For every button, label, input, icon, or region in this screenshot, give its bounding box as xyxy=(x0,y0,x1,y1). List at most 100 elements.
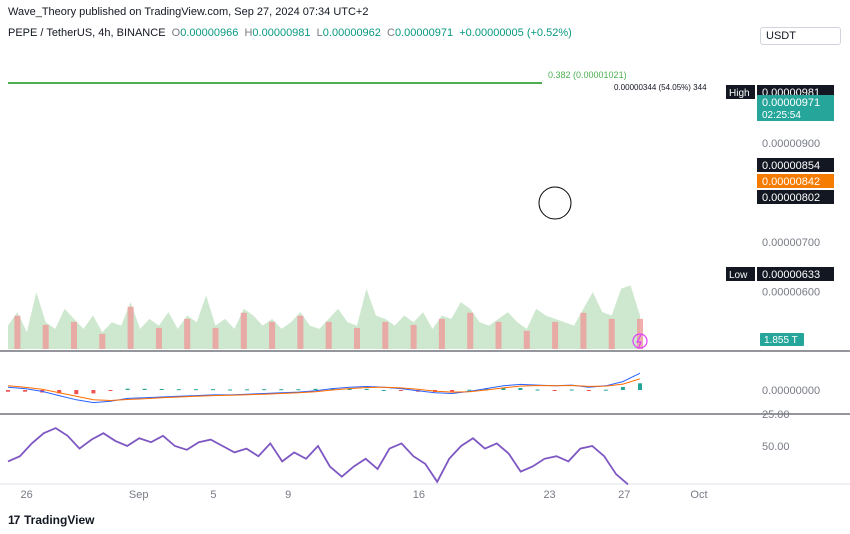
fib-label: 0.382 (0.00001021) xyxy=(548,70,627,80)
macd-histogram-bar xyxy=(603,389,608,391)
circle-annotation xyxy=(538,186,572,220)
low-label: L xyxy=(316,27,323,39)
price-label-box xyxy=(757,267,834,281)
volume-bar-red xyxy=(155,327,162,349)
lightning-icon xyxy=(632,333,648,349)
macd-histogram-bar xyxy=(125,388,130,390)
volume-bar-red xyxy=(354,327,360,349)
rsi-tick-label: 25.00 xyxy=(762,409,790,421)
volume-bar-red xyxy=(382,321,389,349)
price-label-value: 0.00000633 xyxy=(762,269,820,281)
macd-histogram-bar xyxy=(245,389,250,391)
volume-area-green xyxy=(8,285,640,349)
price-label-tag-box xyxy=(726,267,755,281)
macd-histogram-bar xyxy=(501,387,506,390)
price-label-box xyxy=(757,174,834,188)
price-label-tag: High xyxy=(729,88,750,99)
macd-histogram-bar xyxy=(467,389,472,391)
symbol-info: PEPE / TetherUS, 4h, BINANCE O0.00000966… xyxy=(8,27,572,39)
macd-histogram-bar xyxy=(638,383,642,390)
high-label: H xyxy=(244,27,253,39)
volume-bar-red xyxy=(523,330,530,349)
macd-histogram-bar xyxy=(57,390,62,394)
axes: 0.00000000 50.00 25.00 0.00000600 0.00000700… xyxy=(21,138,821,501)
footer-brand: 17 TradingView xyxy=(8,513,94,527)
macd-histogram-bar xyxy=(279,389,284,391)
macd-histogram-bar xyxy=(398,390,403,391)
price-label-box xyxy=(757,95,834,121)
price-label-value: 0.00000842 xyxy=(762,176,820,188)
time-tick-label: Oct xyxy=(690,489,707,501)
publisher-line: Wave_Theory published on TradingView.com… xyxy=(8,6,369,18)
macd-histogram-bar xyxy=(193,389,198,391)
macd-histogram-bar xyxy=(518,388,523,390)
time-tick-label: 27 xyxy=(618,489,630,501)
macd-histogram-bar xyxy=(159,389,164,390)
macd-histogram-bar xyxy=(381,390,386,391)
volume-bar-red xyxy=(325,321,332,349)
currency-select[interactable]: USDT xyxy=(760,27,841,45)
volume-bar-red xyxy=(212,327,219,349)
lightning-icon xyxy=(635,334,642,348)
macd-zero-label: 0.00000000 xyxy=(762,385,820,397)
macd-histogram-bar xyxy=(91,390,96,394)
volume-label-box xyxy=(760,333,804,346)
change-value: +0.00000005 (+0.52%) xyxy=(459,27,572,39)
volume-bar-red xyxy=(42,324,49,349)
volume-bar-red xyxy=(297,315,304,349)
macd-pane xyxy=(6,372,642,404)
volume-bar-red xyxy=(467,312,474,349)
macd-histogram-bar xyxy=(23,390,28,392)
measure-label: 0.00000344 (54.05%) 344 xyxy=(614,83,707,92)
volume-pane: 1.855 T xyxy=(8,285,804,350)
open-label: O xyxy=(171,27,181,39)
rsi-pane xyxy=(7,427,629,486)
rsi-tick-label: 50.00 xyxy=(762,441,790,453)
price-tick-label: 0.00000700 xyxy=(762,237,820,249)
fib-levels: 0.382 (0.00001021)0.618 (0.00000697)0.65… xyxy=(8,70,627,84)
high-value: 0.00000981 xyxy=(252,27,311,39)
macd-histogram-bar xyxy=(142,388,147,390)
symbol-pair[interactable]: PEPE / TetherUS, 4h, BINANCE xyxy=(8,27,166,39)
macd-histogram-bar xyxy=(569,389,574,391)
tradingview-logo-icon: 17 xyxy=(8,513,20,527)
volume-bar-red xyxy=(99,333,106,349)
price-labels: 0.00000981High0.0000097102:25:540.000008… xyxy=(726,85,834,281)
volume-bar-red xyxy=(184,318,191,350)
price-label-box xyxy=(757,158,834,172)
macd-histogram-bar xyxy=(450,390,455,392)
volume-bar-red xyxy=(240,312,247,349)
time-tick-label: Sep xyxy=(129,489,149,501)
macd-histogram-bar xyxy=(228,389,233,391)
volume-bar-red xyxy=(71,321,77,349)
volume-label: 1.855 T xyxy=(764,335,798,346)
macd-histogram-bar xyxy=(6,390,10,392)
macd-histogram-bar xyxy=(330,388,335,390)
rsi-line xyxy=(7,427,629,486)
macd-histogram-bar xyxy=(74,390,79,395)
price-tick-label: 0.00000900 xyxy=(762,138,820,150)
macd-histogram-bar xyxy=(535,389,540,391)
open-value: 0.00000966 xyxy=(180,27,239,39)
price-lines: 0.00000344 (54.05%) 344 xyxy=(538,83,707,220)
price-label-value: 0.00000854 xyxy=(762,160,820,172)
time-tick-label: 26 xyxy=(21,489,33,501)
volume-bar-red xyxy=(495,321,502,349)
volume-bar-red xyxy=(14,315,21,349)
volume-bar-red xyxy=(269,321,276,349)
macd-histogram-bar xyxy=(484,388,489,390)
macd-histogram-bar xyxy=(552,390,557,391)
time-tick-label: 23 xyxy=(543,489,555,501)
time-tick-label: 16 xyxy=(413,489,425,501)
volume-bar-red xyxy=(608,318,615,350)
price-label-countdown: 02:25:54 xyxy=(762,110,801,121)
volume-bar-red xyxy=(552,321,559,349)
volume-bar-red xyxy=(410,324,417,349)
macd-histogram-bar xyxy=(176,389,181,391)
volume-bar-red xyxy=(438,318,445,350)
macd-histogram-bar xyxy=(262,389,267,391)
price-label-tag-box xyxy=(726,85,755,99)
volume-bar-red xyxy=(127,306,134,349)
price-tick-label: 0.00000600 xyxy=(762,287,820,299)
